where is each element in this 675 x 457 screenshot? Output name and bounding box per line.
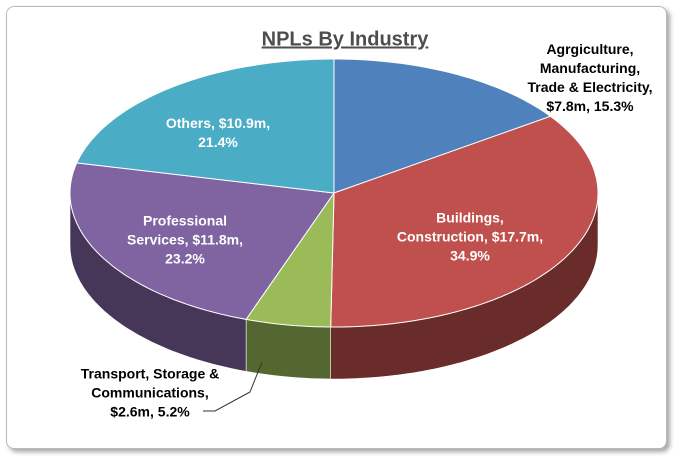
pie-slice — [333, 58, 552, 194]
label-category: Professional Services — [127, 212, 228, 248]
label-percent: 23.2% — [165, 250, 205, 267]
label-amount: $17.7m — [491, 228, 540, 245]
data-label: Agrgiculture, Manufacturing, Trade & Ele… — [527, 41, 653, 114]
leader-line — [203, 361, 263, 412]
label-amount: $7.8m — [546, 98, 587, 114]
label-category: Others — [165, 115, 211, 131]
pie-slice — [69, 162, 335, 320]
chart-title: NPLs By Industry — [261, 28, 429, 51]
label-amount: $10.9m — [218, 115, 267, 131]
data-label: Transport, Storage & Communications, $2.… — [80, 365, 220, 420]
label-amount: $11.8m — [192, 231, 240, 248]
data-label: Professional Services, $11.8m, 23.2% — [127, 212, 243, 267]
label-category: Buildings, Construction — [396, 209, 504, 245]
data-label: Others, $10.9m, 21.4% — [165, 115, 271, 150]
label-category: Agrgiculture, Manufacturing, Trade & Ele… — [527, 41, 649, 95]
pie-slice — [330, 115, 599, 328]
label-percent: 5.2% — [157, 403, 190, 420]
label-percent: 21.4% — [198, 134, 238, 150]
pie-slice — [245, 191, 335, 328]
label-category: Transport, Storage & Communications — [80, 365, 220, 401]
label-percent: 34.9% — [450, 247, 490, 264]
data-label: Buildings, Construction, $17.7m, 34.9% — [396, 209, 544, 264]
label-percent: 15.3% — [593, 98, 634, 114]
label-amount: $2.6m — [110, 403, 150, 420]
pie-slice — [75, 58, 335, 194]
